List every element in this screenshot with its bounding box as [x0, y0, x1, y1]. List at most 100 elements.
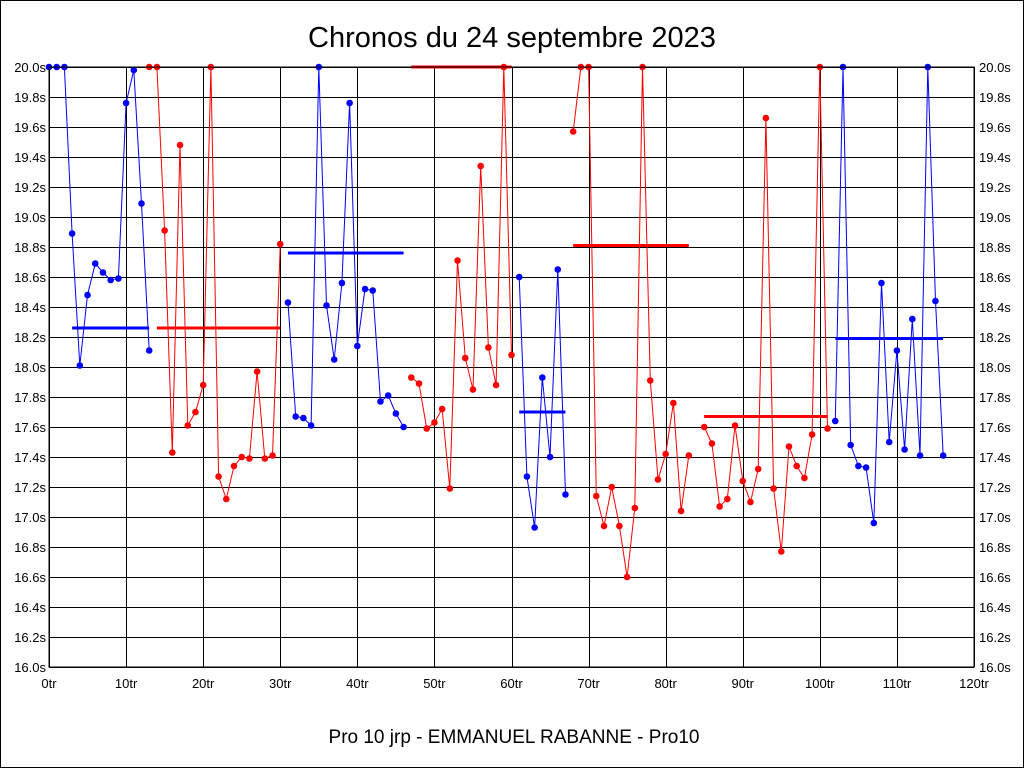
y-tick-label-right: 19.0s: [979, 210, 1011, 225]
lap-point: [338, 279, 346, 287]
lap-point: [754, 465, 762, 473]
lap-point: [554, 266, 562, 273]
x-tick-label: 0tr: [41, 676, 57, 691]
lap-point: [253, 368, 261, 375]
lap-point: [785, 443, 793, 450]
y-tick-label-left: 16.6s: [14, 570, 46, 585]
y-tick-label-right: 19.6s: [979, 120, 1011, 135]
lap-point: [831, 417, 839, 425]
lap-point: [369, 287, 377, 294]
lap-point: [600, 522, 608, 530]
lap-point: [138, 200, 145, 207]
lap-point: [99, 269, 107, 276]
lap-point: [862, 464, 870, 471]
lap-point: [246, 455, 253, 462]
y-tick-label-right: 18.0s: [979, 360, 1011, 375]
lap-point: [330, 356, 338, 363]
chart-x-axis-label: Pro 10 jrp - EMMANUEL RABANNE - Pro10: [329, 727, 700, 748]
lap-point: [762, 114, 770, 122]
stint-line: [572, 66, 690, 578]
lap-point: [631, 504, 639, 512]
x-tick-label: 80tr: [654, 676, 677, 691]
lap-point: [747, 498, 754, 506]
y-tick-label-left: 19.8s: [14, 90, 46, 105]
lap-point: [916, 452, 924, 459]
lap-point: [284, 299, 292, 306]
y-tick-label-left: 18.8s: [14, 240, 46, 255]
series: [45, 63, 947, 581]
lap-point: [770, 485, 777, 492]
y-tick-label-right: 17.4s: [979, 450, 1011, 465]
lap-point: [415, 380, 423, 387]
lap-point: [885, 438, 893, 446]
y-tick-label-right: 18.8s: [979, 240, 1011, 255]
y-tick-label-right: 17.8s: [979, 390, 1011, 405]
x-tick-label: 110tr: [883, 676, 912, 691]
lap-point: [515, 273, 523, 281]
x-tick-label: 20tr: [192, 676, 215, 691]
lap-point: [176, 141, 184, 149]
y-tick-label-right: 18.2s: [979, 330, 1011, 345]
lap-point: [269, 452, 276, 459]
x-tick-label: 100tr: [805, 676, 835, 691]
y-tick-label-right: 17.6s: [979, 420, 1011, 435]
y-tick-label-right: 19.4s: [979, 150, 1011, 165]
stint-line: [834, 66, 944, 524]
lap-point: [909, 315, 916, 323]
lap-point: [122, 99, 130, 107]
x-tick-label: 50tr: [423, 676, 446, 691]
y-tick-label-right: 16.6s: [979, 570, 1011, 585]
lap-point: [654, 476, 662, 483]
lap-point: [847, 441, 854, 449]
y-tick-label-left: 19.0s: [14, 210, 46, 225]
lap-point: [407, 374, 415, 381]
y-tick-label-left: 16.8s: [14, 540, 46, 555]
lap-point: [793, 462, 801, 470]
y-tick-label-left: 16.2s: [14, 630, 46, 645]
lap-point: [616, 522, 623, 530]
lap-point: [477, 162, 484, 170]
lap-point: [354, 342, 361, 350]
lap-point: [670, 399, 677, 407]
y-tick-label-right: 19.2s: [979, 180, 1011, 195]
lap-point: [646, 377, 654, 384]
y-tick-label-right: 16.2s: [979, 630, 1011, 645]
lap-point: [739, 477, 747, 485]
lap-point: [384, 392, 392, 399]
plot-area-border: [48, 66, 975, 668]
lap-point: [700, 423, 708, 431]
lap-point: [107, 276, 114, 284]
y-tick-label-left: 19.6s: [14, 120, 46, 135]
chart-title: Chronos du 24 septembre 2023: [308, 22, 716, 54]
y-tick-label-right: 20.0s: [979, 60, 1011, 75]
y-tick-label-left: 19.2s: [14, 180, 46, 195]
y-tick-label-left: 17.6s: [14, 420, 46, 435]
lap-point: [323, 302, 330, 309]
x-tick-label: 30tr: [269, 676, 292, 691]
lap-point: [84, 291, 91, 299]
lap-point: [192, 408, 199, 416]
y-tick-label-right: 16.4s: [979, 600, 1011, 615]
x-tick-label: 60tr: [500, 676, 523, 691]
lap-point: [623, 573, 631, 581]
lap-point: [130, 66, 138, 74]
lap-point: [662, 450, 669, 458]
lap-point: [939, 452, 947, 459]
y-tick-label-right: 19.8s: [979, 90, 1011, 105]
x-tick-label: 10tr: [115, 676, 138, 691]
lap-point: [238, 453, 246, 461]
lap-point: [292, 413, 299, 420]
x-tick-label: 120tr: [959, 676, 989, 691]
lap-point: [169, 449, 176, 456]
stint-line: [287, 66, 405, 428]
lap-point: [361, 285, 369, 293]
lap-point: [230, 462, 238, 470]
y-tick-label-right: 18.4s: [979, 300, 1011, 315]
y-tick-label-left: 17.2s: [14, 480, 46, 495]
lap-point: [569, 128, 577, 135]
lap-point: [184, 422, 192, 429]
lap-point: [492, 381, 500, 389]
lap-point: [870, 519, 878, 527]
